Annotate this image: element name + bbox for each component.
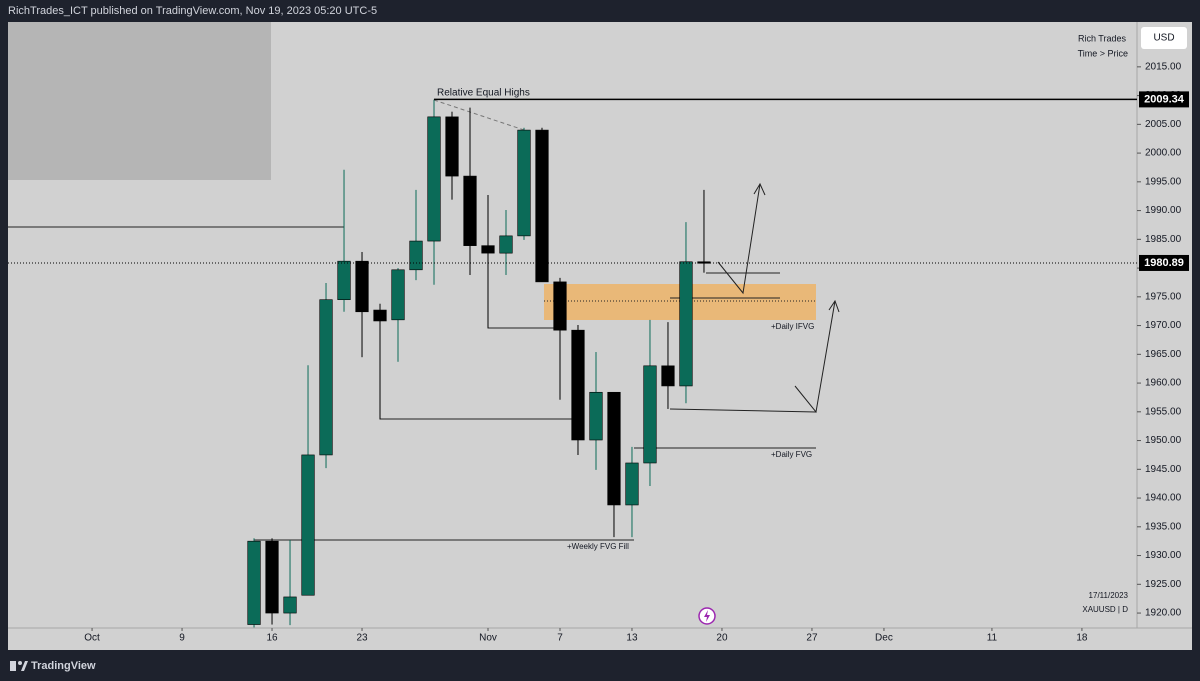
candle-body [643, 365, 657, 464]
projection-arrow [717, 183, 761, 295]
x-tick-label: Nov [479, 633, 497, 644]
y-tick-label: 1925.00 [1145, 579, 1182, 590]
x-tick-label: 11 [987, 633, 998, 644]
currency-button[interactable] [1141, 27, 1187, 49]
x-tick-label: Oct [84, 633, 100, 644]
candle-body [517, 129, 531, 237]
candle-body [355, 260, 369, 313]
y-tick-label: 1955.00 [1145, 406, 1182, 417]
annotation: Relative Equal Highs [437, 88, 530, 99]
candle-body [283, 596, 297, 614]
annotation: +Daily IFVG [771, 322, 814, 331]
price-label: 2009.34 [1144, 93, 1185, 105]
y-tick-label: 1965.00 [1145, 349, 1182, 360]
candle-body [445, 116, 459, 177]
logo-mark [21, 661, 28, 671]
arrow-head [753, 182, 766, 196]
candle-body [697, 261, 711, 264]
candle-body [607, 391, 621, 506]
footer-logo [10, 661, 28, 671]
x-tick-label: 13 [626, 633, 638, 644]
candle-body [319, 299, 333, 456]
y-tick-label: 2005.00 [1145, 119, 1182, 130]
candle-body [535, 129, 549, 283]
candle-body [373, 309, 387, 322]
candle-body [427, 116, 441, 242]
candle-body [409, 240, 423, 271]
currency[interactable]: USD [1153, 33, 1174, 44]
y-tick-label: 1930.00 [1145, 550, 1182, 561]
x-tick-label: 20 [716, 633, 728, 644]
candle-body [265, 540, 279, 614]
y-tick-label: 1990.00 [1145, 205, 1182, 216]
mode: Time > Price [1078, 48, 1128, 58]
price-label-box [1139, 254, 1189, 271]
y-tick-label: 1960.00 [1145, 378, 1182, 389]
candle-body [337, 260, 351, 301]
symbol-label: XAUUSD | D [1082, 605, 1128, 614]
y-tick-label: 1995.00 [1145, 176, 1182, 187]
annotation: +Daily FVG [771, 450, 812, 459]
candle-body [499, 235, 513, 254]
y-tick-label: 1945.00 [1145, 464, 1182, 475]
x-tick-label: 9 [179, 633, 185, 644]
projection-arrow [794, 300, 836, 414]
y-tick-label: 1985.00 [1145, 234, 1182, 245]
x-tick-label: 7 [557, 633, 563, 644]
y-tick-label: 1920.00 [1145, 608, 1182, 619]
arrow-head [828, 299, 840, 313]
candle-body [391, 269, 405, 321]
candle-body [661, 365, 675, 387]
level-line [669, 408, 817, 413]
y-tick-label: 2015.00 [1145, 61, 1182, 72]
candle-body [679, 261, 693, 387]
y-tick-label: 1975.00 [1145, 291, 1182, 302]
lightning-glyph [704, 610, 710, 622]
candle-body [247, 540, 261, 625]
annotation: +Weekly FVG Fill [567, 542, 629, 551]
candle-body [301, 454, 315, 596]
candle-body [463, 175, 477, 246]
x-tick-label: 18 [1076, 633, 1088, 644]
x-tick-label: Dec [875, 633, 893, 644]
shade-box [8, 22, 271, 180]
candle-body [571, 329, 585, 441]
date-label: 17/11/2023 [1089, 591, 1129, 600]
candle-body [625, 462, 639, 506]
price-label: 1980.89 [1144, 257, 1184, 269]
footer: TradingView [31, 660, 96, 672]
candle-body [481, 245, 495, 254]
x-tick-label: 27 [806, 633, 818, 644]
x-tick-label: 23 [356, 633, 368, 644]
equal-highs-line [433, 99, 525, 131]
candle-body [553, 281, 567, 331]
y-tick-label: 1935.00 [1145, 521, 1182, 532]
price-label-box [1139, 91, 1189, 108]
header: RichTrades_ICT published on TradingView.… [8, 5, 377, 17]
candles [247, 99, 711, 628]
y-tick-label: 2000.00 [1145, 148, 1182, 159]
author: Rich Trades [1078, 33, 1127, 43]
candle-body [589, 391, 603, 441]
y-tick-label: 1970.00 [1145, 320, 1182, 331]
logo-mark [10, 661, 16, 671]
y-tick-label: 1950.00 [1145, 435, 1182, 446]
x-tick-label: 16 [266, 633, 278, 644]
y-tick-label: 1940.00 [1145, 493, 1182, 504]
logo-mark [18, 661, 22, 665]
